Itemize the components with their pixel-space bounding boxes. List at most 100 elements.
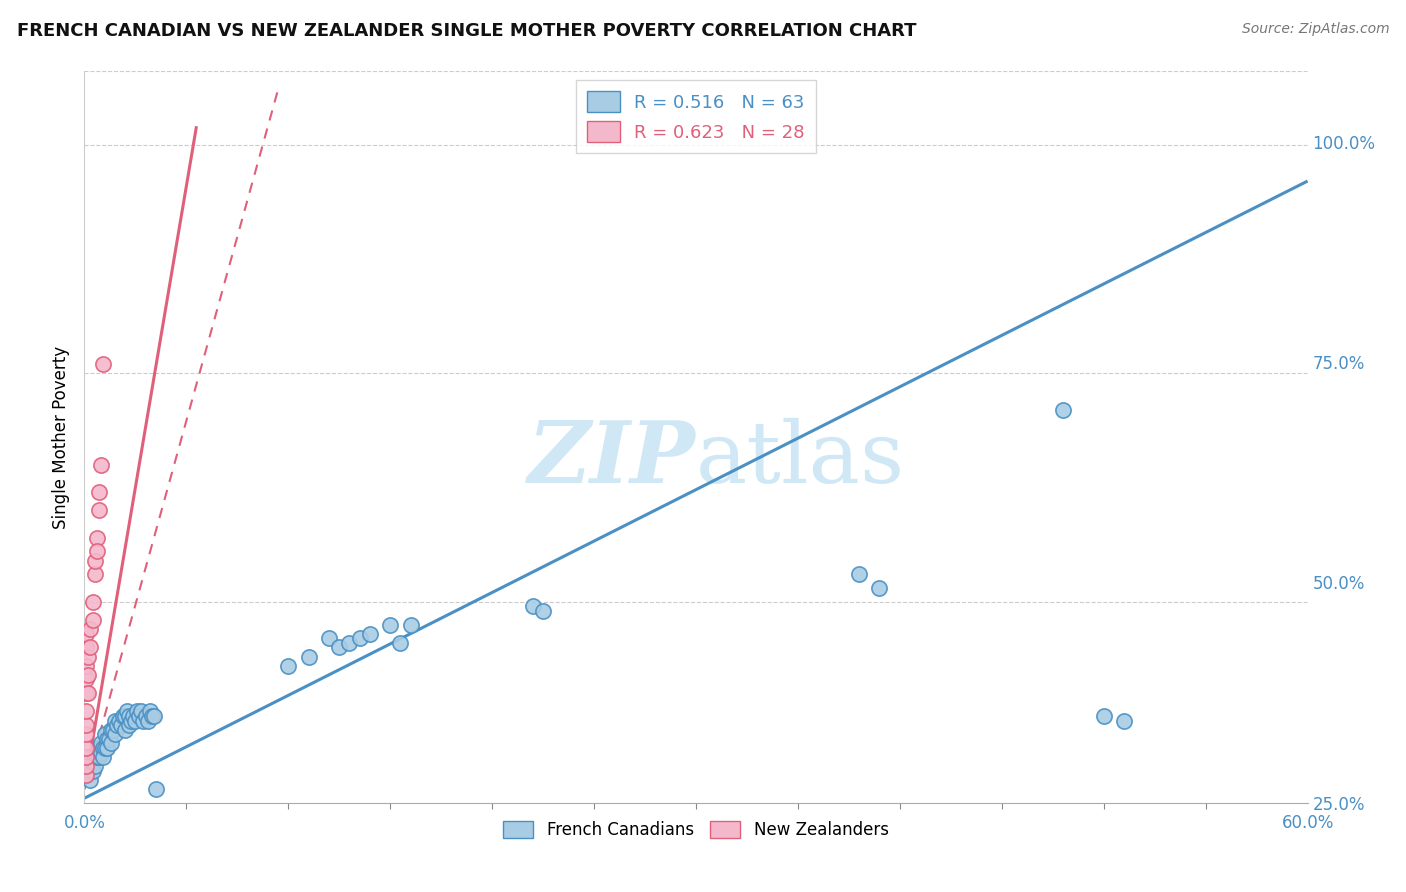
Point: [87, 740, 110, 755]
Point: [90, 746, 112, 760]
Point: [91, 740, 114, 755]
Point: [104, 727, 127, 741]
Point: [100, 723, 122, 737]
Point: [75, 759, 97, 773]
Point: [91, 357, 114, 371]
Point: [531, 604, 554, 618]
Point: [114, 709, 136, 723]
Point: [318, 632, 340, 646]
Point: [328, 640, 350, 655]
Point: [869, 581, 891, 595]
Point: [145, 782, 167, 797]
Point: [522, 599, 544, 614]
Point: [77, 686, 100, 700]
Point: [108, 714, 131, 728]
Point: [110, 718, 132, 732]
Point: [349, 632, 371, 646]
Point: [75, 626, 97, 640]
Point: [83, 567, 105, 582]
Point: [131, 705, 153, 719]
Point: [90, 736, 112, 750]
Point: [75, 768, 97, 782]
Point: [77, 649, 100, 664]
Point: [118, 709, 141, 723]
Point: [75, 673, 97, 687]
Point: [389, 636, 412, 650]
Point: [77, 750, 100, 764]
Point: [91, 750, 114, 764]
Point: [75, 759, 97, 773]
Point: [87, 503, 110, 517]
Point: [77, 764, 100, 778]
Point: [75, 750, 97, 764]
Point: [86, 531, 108, 545]
Point: [75, 718, 97, 732]
Point: [77, 667, 100, 681]
Point: [128, 709, 150, 723]
Point: [104, 714, 127, 728]
Point: [114, 723, 136, 737]
Point: [97, 731, 120, 746]
Point: [105, 718, 128, 732]
Point: [93, 740, 115, 755]
Point: [79, 759, 101, 773]
Point: [100, 736, 122, 750]
Point: [101, 723, 124, 737]
Point: [124, 714, 146, 728]
Point: [112, 709, 135, 723]
Point: [359, 626, 381, 640]
Text: FRENCH CANADIAN VS NEW ZEALANDER SINGLE MOTHER POVERTY CORRELATION CHART: FRENCH CANADIAN VS NEW ZEALANDER SINGLE …: [17, 22, 917, 40]
Point: [79, 772, 101, 787]
Point: [79, 640, 101, 655]
Point: [138, 705, 160, 719]
Point: [298, 649, 321, 664]
Point: [90, 458, 112, 472]
Point: [75, 658, 97, 673]
Point: [399, 617, 422, 632]
Point: [135, 709, 157, 723]
Text: Source: ZipAtlas.com: Source: ZipAtlas.com: [1241, 22, 1389, 37]
Point: [87, 750, 110, 764]
Point: [93, 727, 115, 741]
Text: ZIP: ZIP: [529, 417, 696, 500]
Point: [79, 750, 101, 764]
Point: [1114, 714, 1136, 728]
Point: [82, 755, 104, 769]
Point: [118, 718, 141, 732]
Text: atlas: atlas: [696, 417, 905, 500]
Point: [75, 727, 97, 741]
Point: [75, 640, 97, 655]
Point: [75, 740, 97, 755]
Point: [141, 709, 163, 723]
Point: [83, 553, 105, 567]
Point: [96, 740, 118, 755]
Point: [87, 485, 110, 500]
Point: [75, 705, 97, 719]
Point: [115, 705, 138, 719]
Point: [132, 714, 155, 728]
Point: [1092, 709, 1115, 723]
Y-axis label: Single Mother Poverty: Single Mother Poverty: [52, 345, 70, 529]
Point: [75, 768, 97, 782]
Legend: French Canadians, New Zealanders: French Canadians, New Zealanders: [496, 814, 896, 846]
Point: [82, 594, 104, 608]
Point: [127, 705, 149, 719]
Point: [848, 567, 870, 582]
Point: [86, 544, 108, 558]
Point: [277, 658, 299, 673]
Point: [79, 622, 101, 636]
Point: [339, 636, 361, 650]
Point: [380, 617, 402, 632]
Point: [1052, 402, 1074, 417]
Point: [136, 714, 159, 728]
Point: [142, 709, 165, 723]
Point: [75, 686, 97, 700]
Point: [122, 709, 145, 723]
Point: [96, 731, 118, 746]
Point: [82, 613, 104, 627]
Point: [120, 714, 142, 728]
Point: [82, 764, 104, 778]
Point: [83, 750, 105, 764]
Point: [83, 759, 105, 773]
Point: [86, 750, 108, 764]
